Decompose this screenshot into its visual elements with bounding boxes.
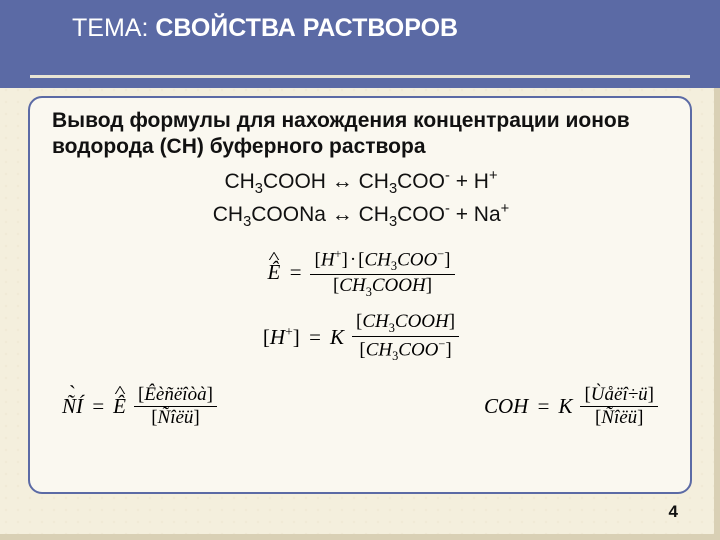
formula-3: ÑÍ = Ê [Êèñëîòà] [Ñîëü] (62, 384, 217, 431)
f3-lhs: ÑÍ (62, 394, 83, 419)
f1-fraction: [H+]·[CH3COO−] [CH3COOH] (310, 247, 454, 300)
page-number: 4 (669, 502, 678, 522)
slide-title: ТЕМА: СВОЙСТВА РАСТВОРОВ (72, 14, 458, 43)
formula-pair-row: ÑÍ = Ê [Êèñëîòà] [Ñîëü] COH = K [Ùåëî÷ü]… (52, 384, 670, 431)
title-strong: СВОЙСТВА РАСТВОРОВ (155, 14, 458, 42)
f3-fraction: [Êèñëîòà] [Ñîëü] (134, 384, 217, 431)
equals-sign: = (308, 325, 322, 350)
slide: ТЕМА: СВОЙСТВА РАСТВОРОВ Вывод формулы д… (0, 0, 720, 540)
equals-sign: = (288, 260, 302, 285)
content-box: Вывод формулы для нахождения концентраци… (28, 96, 692, 494)
f4-lhs: COH (484, 394, 528, 419)
f1-lhs: Ê (267, 260, 280, 285)
equation-line-1: CH3COOH ↔ CH3COO- + H+ (52, 167, 670, 200)
formula-4: COH = K [Ùåëî÷ü] [Ñîëü] (484, 384, 658, 431)
formula-area: Ê = [H+]·[CH3COO−] [CH3COOH] [H+] = K [C… (52, 247, 670, 431)
formula-2: [H+] = K [CH3COOH] [CH3COO−] (52, 311, 670, 364)
f2-fraction: [CH3COOH] [CH3COO−] (352, 311, 459, 364)
equals-sign: = (91, 394, 105, 419)
header-band: ТЕМА: СВОЙСТВА РАСТВОРОВ (0, 0, 720, 88)
f2-k: K (330, 325, 344, 350)
f4-fraction: [Ùåëî÷ü] [Ñîëü] (580, 384, 658, 431)
subtitle: Вывод формулы для нахождения концентраци… (52, 108, 670, 161)
f3-k: Ê (113, 394, 126, 419)
formula-1: Ê = [H+]·[CH3COO−] [CH3COOH] (52, 247, 670, 300)
equation-line-2: CH3COONa ↔ CH3COO- + Na+ (52, 200, 670, 233)
title-prefix: ТЕМА: (72, 14, 155, 42)
f4-k: K (558, 394, 572, 419)
equals-sign: = (536, 394, 550, 419)
